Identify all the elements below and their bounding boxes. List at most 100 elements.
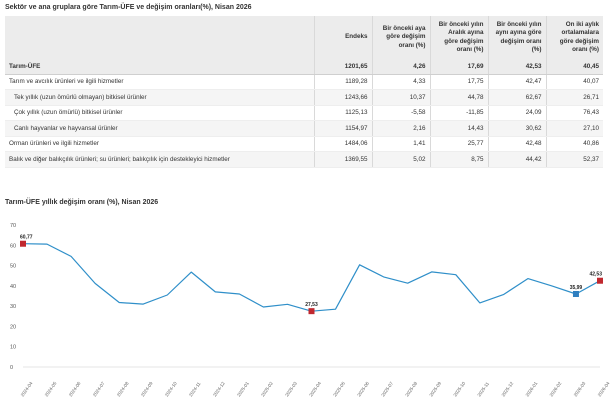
table-row: Tek yıllık (uzun ömürlü olmayan) bitkise… [5,89,603,106]
annual-change-cell: 42,47 [488,74,547,90]
endeks-cell: 1189,28 [314,74,373,90]
table-row: Çok yıllık (uzun ömürlü) bitkisel ürünle… [5,105,603,121]
table-header-row: Endeks Bir önceki aya göre değişim oranı… [5,16,603,59]
header-average-change: On iki aylık ortalamalara göre değişim o… [546,16,603,59]
monthly-change-cell: 2,16 [372,120,431,137]
x-tick-label: 2025-10 [452,381,466,398]
line-chart: 0 10 20 30 40 50 60 70 2024-04 2024-05 2024-06 2024… [10,223,611,398]
x-tick-label: 2024-07 [92,381,106,398]
december-change-cell: 14,43 [430,120,489,137]
monthly-change-cell: 4,26 [372,59,431,75]
average-change-cell: 40,86 [546,136,603,152]
x-tick-label: 2025-04 [308,381,322,398]
monthly-change-cell: 4,33 [372,74,431,90]
y-tick-label: 20 [10,324,16,330]
x-tick-label: 2025-07 [380,381,394,398]
x-tick-label: 2024-12 [212,381,226,398]
highlight-point [20,240,26,247]
x-tick-label: 2024-04 [20,381,34,398]
x-tick-label: 2025-08 [404,381,418,398]
x-tick-label: 2024-10 [164,381,178,398]
data-label: 42,53 [589,272,602,278]
row-label: Tarım ve avcılık ürünleri ve ilgili hizm… [5,74,315,90]
december-change-cell: 17,75 [430,74,489,90]
data-label: 60,77 [20,235,33,241]
row-label: Canlı hayvanlar ve hayvansal ürünler [5,120,315,137]
row-label: Tarım-ÜFE [5,59,315,75]
x-tick-label: 2026-04 [597,381,611,398]
highlight-point [572,290,579,297]
header-december-change: Bir önceki yılın Aralık ayına göre değiş… [430,16,489,59]
y-tick-label: 40 [10,284,16,290]
series-line [22,243,601,312]
december-change-cell: 8,75 [430,151,489,168]
header-endeks: Endeks [314,16,373,59]
x-tick-label: 2024-06 [68,381,82,398]
annual-change-cell: 42,53 [488,59,547,75]
y-tick-label: 70 [10,223,16,229]
x-tick-label: 2025-12 [501,381,515,398]
average-change-cell: 76,43 [546,105,603,121]
x-tick-label: 2024-11 [188,381,202,398]
x-tick-label: 2026-02 [549,381,563,398]
y-tick-label: 60 [10,243,16,249]
row-label: Orman ürünleri ve ilgili hizmetler [5,136,315,152]
x-tick-label: 2024-09 [140,381,154,398]
row-label: Çok yıllık (uzun ömürlü) bitkisel ürünle… [5,105,315,121]
row-label: Tek yıllık (uzun ömürlü olmayan) bitkise… [5,89,315,106]
header-monthly-change: Bir önceki aya göre değişim oranı (%) [372,16,431,59]
y-tick-label: 30 [10,304,16,310]
highlight-point [308,308,315,315]
x-tick-label: 2025-09 [428,381,442,398]
average-change-cell: 40,45 [546,59,603,75]
x-tick-label: 2025-11 [477,381,491,398]
december-change-cell: 25,77 [430,136,489,152]
table-row: Orman ürünleri ve ilgili hizmetler 1484,0… [5,136,603,152]
endeks-cell: 1125,13 [314,105,373,121]
average-change-cell: 52,37 [546,151,603,168]
monthly-change-cell: 1,41 [372,136,431,152]
december-change-cell: -11,85 [430,105,489,121]
x-tick-label: 2025-03 [284,381,298,398]
data-label: 27,53 [305,302,318,308]
annual-change-cell: 24,09 [488,105,547,121]
endeks-cell: 1484,06 [314,136,373,152]
x-tick-label: 2026-03 [573,381,587,398]
x-tick-label: 2025-05 [332,381,346,398]
x-tick-label: 2025-06 [356,381,370,398]
annual-change-cell: 44,42 [488,151,547,168]
annual-change-cell: 42,48 [488,136,547,152]
x-tick-label: 2024-08 [116,381,130,398]
x-tick-label: 2026-01 [525,381,539,398]
header-label [5,16,315,59]
chart-title: Tarım-ÜFE yıllık değişim oranı (%), Nisa… [5,199,159,206]
x-tick-label: 2025-01 [236,381,250,398]
y-tick-label: 10 [10,345,16,351]
data-table: Endeks Bir önceki aya göre değişim oranı… [5,16,603,168]
endeks-cell: 1154,97 [314,120,373,137]
endeks-cell: 1201,65 [314,59,373,75]
endeks-cell: 1243,66 [314,89,373,106]
highlight-point [597,277,603,284]
x-tick-label: 2024-05 [44,381,58,398]
table-title: Sektör ve ana gruplara göre Tarım-ÜFE ve… [5,4,252,11]
row-label: Balık ve diğer balıkçılık ürünleri; su ü… [5,151,315,168]
data-label: 35,99 [570,285,583,291]
average-change-cell: 27,10 [546,120,603,137]
endeks-cell: 1369,55 [314,151,373,168]
annual-change-cell: 62,67 [488,89,547,106]
monthly-change-cell: 5,02 [372,151,431,168]
header-annual-change: Bir önceki yılın aynı ayına göre değişim… [488,16,547,59]
table-total-row: Tarım-ÜFE 1201,65 4,26 17,69 42,53 40,45 [5,59,603,75]
average-change-cell: 26,71 [546,89,603,106]
x-tick-label: 2025-02 [260,381,274,398]
table-row: Balık ve diğer balıkçılık ürünleri; su ü… [5,151,603,168]
y-tick-label: 50 [10,264,16,270]
december-change-cell: 44,78 [430,89,489,106]
december-change-cell: 17,69 [430,59,489,75]
table-row: Canlı hayvanlar ve hayvansal ürünler 1154… [5,120,603,137]
y-tick-label: 0 [10,365,13,371]
table-row: Tarım ve avcılık ürünleri ve ilgili hizm… [5,74,603,90]
monthly-change-cell: -5,58 [372,105,431,121]
monthly-change-cell: 10,37 [372,89,431,106]
